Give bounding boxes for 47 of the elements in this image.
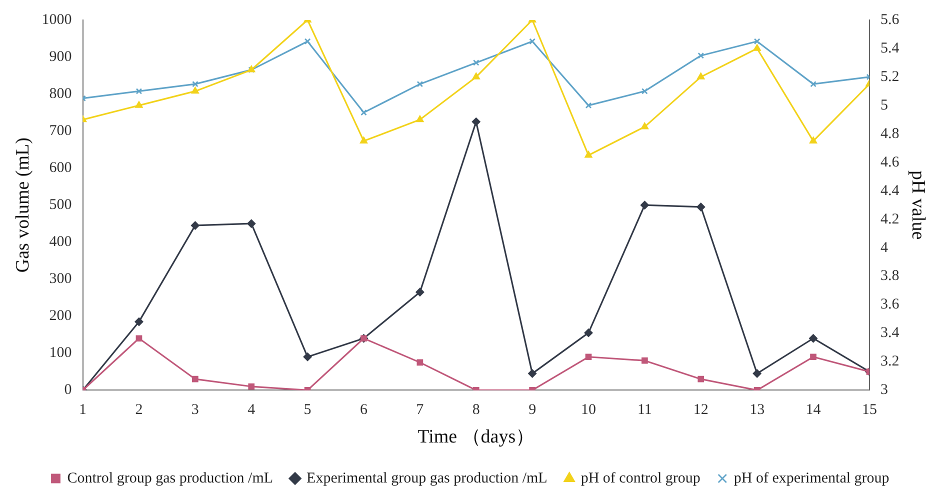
- x-tick-label: 9: [528, 402, 536, 418]
- legend-label: Control group gas production /mL: [67, 470, 274, 486]
- y-tick-label: 100: [49, 345, 72, 362]
- y2-tick-label: 3.4: [880, 325, 900, 342]
- legend-label: pH of experimental group: [734, 470, 890, 486]
- y-tick-label: 400: [49, 234, 72, 250]
- y2-tick-label: 4: [880, 240, 888, 256]
- y-tick-label: 600: [49, 160, 72, 176]
- y-tick-label: 1000: [42, 12, 72, 28]
- y2-tick-label: 4.8: [880, 126, 900, 142]
- x-tick-label: 12: [693, 402, 708, 418]
- x-tick-label: 8: [472, 402, 480, 418]
- y2-tick-label: 3: [880, 382, 888, 398]
- y2-axis-title: pH value: [908, 170, 929, 240]
- y2-tick-label: 5: [880, 97, 888, 114]
- x-tick-label: 2: [135, 402, 143, 418]
- x-tick-label: 15: [862, 402, 877, 418]
- y-tick-label: 500: [49, 197, 72, 214]
- y-tick-label: 0: [64, 382, 72, 398]
- x-tick-label: 6: [360, 402, 368, 418]
- y2-tick-label: 3.2: [880, 354, 900, 370]
- y-tick-label: 700: [49, 122, 72, 139]
- y2-tick-label: 5.2: [880, 68, 900, 85]
- x-tick-label: 5: [304, 402, 312, 418]
- legend-label: pH of control group: [580, 470, 700, 486]
- x-tick-label: 1: [79, 402, 87, 418]
- y-tick-label: 300: [49, 271, 72, 288]
- y2-tick-label: 3.6: [880, 296, 900, 313]
- legend-label: Experimental group gas production /mL: [306, 470, 548, 486]
- x-tick-label: 7: [416, 402, 424, 418]
- y-tick-label: 200: [49, 308, 72, 324]
- x-tick-label: 13: [750, 402, 765, 418]
- y-tick-label: 900: [49, 48, 72, 65]
- x-tick-label: 3: [191, 402, 199, 418]
- x-tick-label: 10: [581, 402, 596, 418]
- y2-tick-label: 5.4: [880, 40, 900, 56]
- y-axis-title: Gas volume (mL): [12, 138, 34, 273]
- x-axis-title: Time （days）: [418, 426, 535, 448]
- y-tick-label: 800: [49, 86, 72, 102]
- y2-tick-label: 4.6: [880, 154, 900, 170]
- x-tick-label: 4: [248, 402, 256, 418]
- y2-tick-label: 3.8: [880, 268, 900, 284]
- y2-tick-label: 4.4: [880, 182, 900, 199]
- x-tick-label: 14: [806, 402, 822, 418]
- y2-tick-label: 5.6: [880, 12, 900, 28]
- y2-tick-label: 4.2: [880, 211, 900, 228]
- x-tick-label: 11: [637, 402, 652, 418]
